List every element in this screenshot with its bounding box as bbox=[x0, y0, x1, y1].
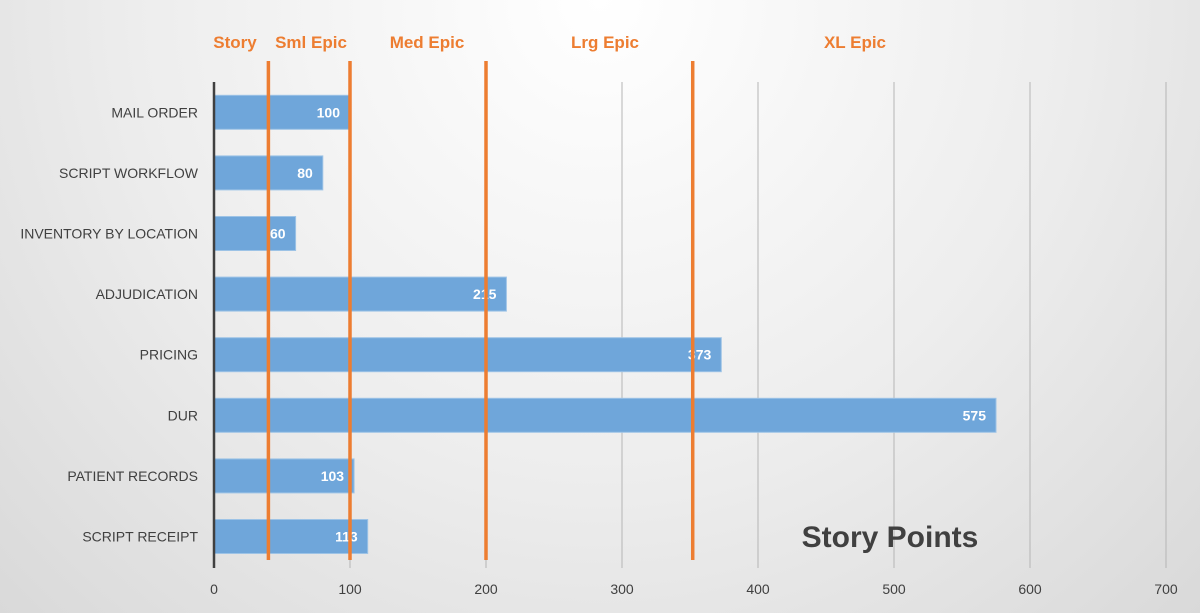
zone-label: Sml Epic bbox=[275, 33, 347, 52]
bar bbox=[213, 397, 997, 433]
zone-label: Med Epic bbox=[390, 33, 465, 52]
category-label: SCRIPT WORKFLOW bbox=[59, 165, 199, 181]
category-label: PATIENT RECORDS bbox=[67, 468, 198, 484]
x-tick-label: 300 bbox=[610, 581, 634, 597]
data-label: 113 bbox=[335, 529, 358, 545]
data-label: 60 bbox=[270, 226, 286, 242]
category-label: INVENTORY BY LOCATION bbox=[20, 226, 198, 242]
zone-label: Story bbox=[213, 33, 257, 52]
bar bbox=[213, 337, 722, 373]
zone-label: Lrg Epic bbox=[571, 33, 639, 52]
category-label: DUR bbox=[168, 407, 198, 423]
zone-label: XL Epic bbox=[824, 33, 886, 52]
x-tick-label: 400 bbox=[746, 581, 770, 597]
x-tick-label: 0 bbox=[210, 581, 218, 597]
category-label: MAIL ORDER bbox=[111, 104, 198, 120]
bar bbox=[213, 458, 355, 494]
data-label: 100 bbox=[317, 104, 341, 120]
data-label: 575 bbox=[963, 407, 987, 423]
x-tick-label: 600 bbox=[1018, 581, 1042, 597]
bar bbox=[213, 276, 507, 312]
data-label: 80 bbox=[297, 165, 313, 181]
x-tick-label: 100 bbox=[338, 581, 362, 597]
x-tick-label: 500 bbox=[882, 581, 906, 597]
category-label: ADJUDICATION bbox=[96, 286, 198, 302]
x-tick-label: 700 bbox=[1154, 581, 1178, 597]
x-tick-label: 200 bbox=[474, 581, 498, 597]
category-label: PRICING bbox=[140, 347, 198, 363]
bar bbox=[213, 519, 369, 554]
bar bbox=[213, 216, 297, 251]
data-label: 103 bbox=[321, 468, 345, 484]
chart-title: Story Points bbox=[802, 521, 979, 554]
category-label: SCRIPT RECEIPT bbox=[82, 529, 198, 545]
